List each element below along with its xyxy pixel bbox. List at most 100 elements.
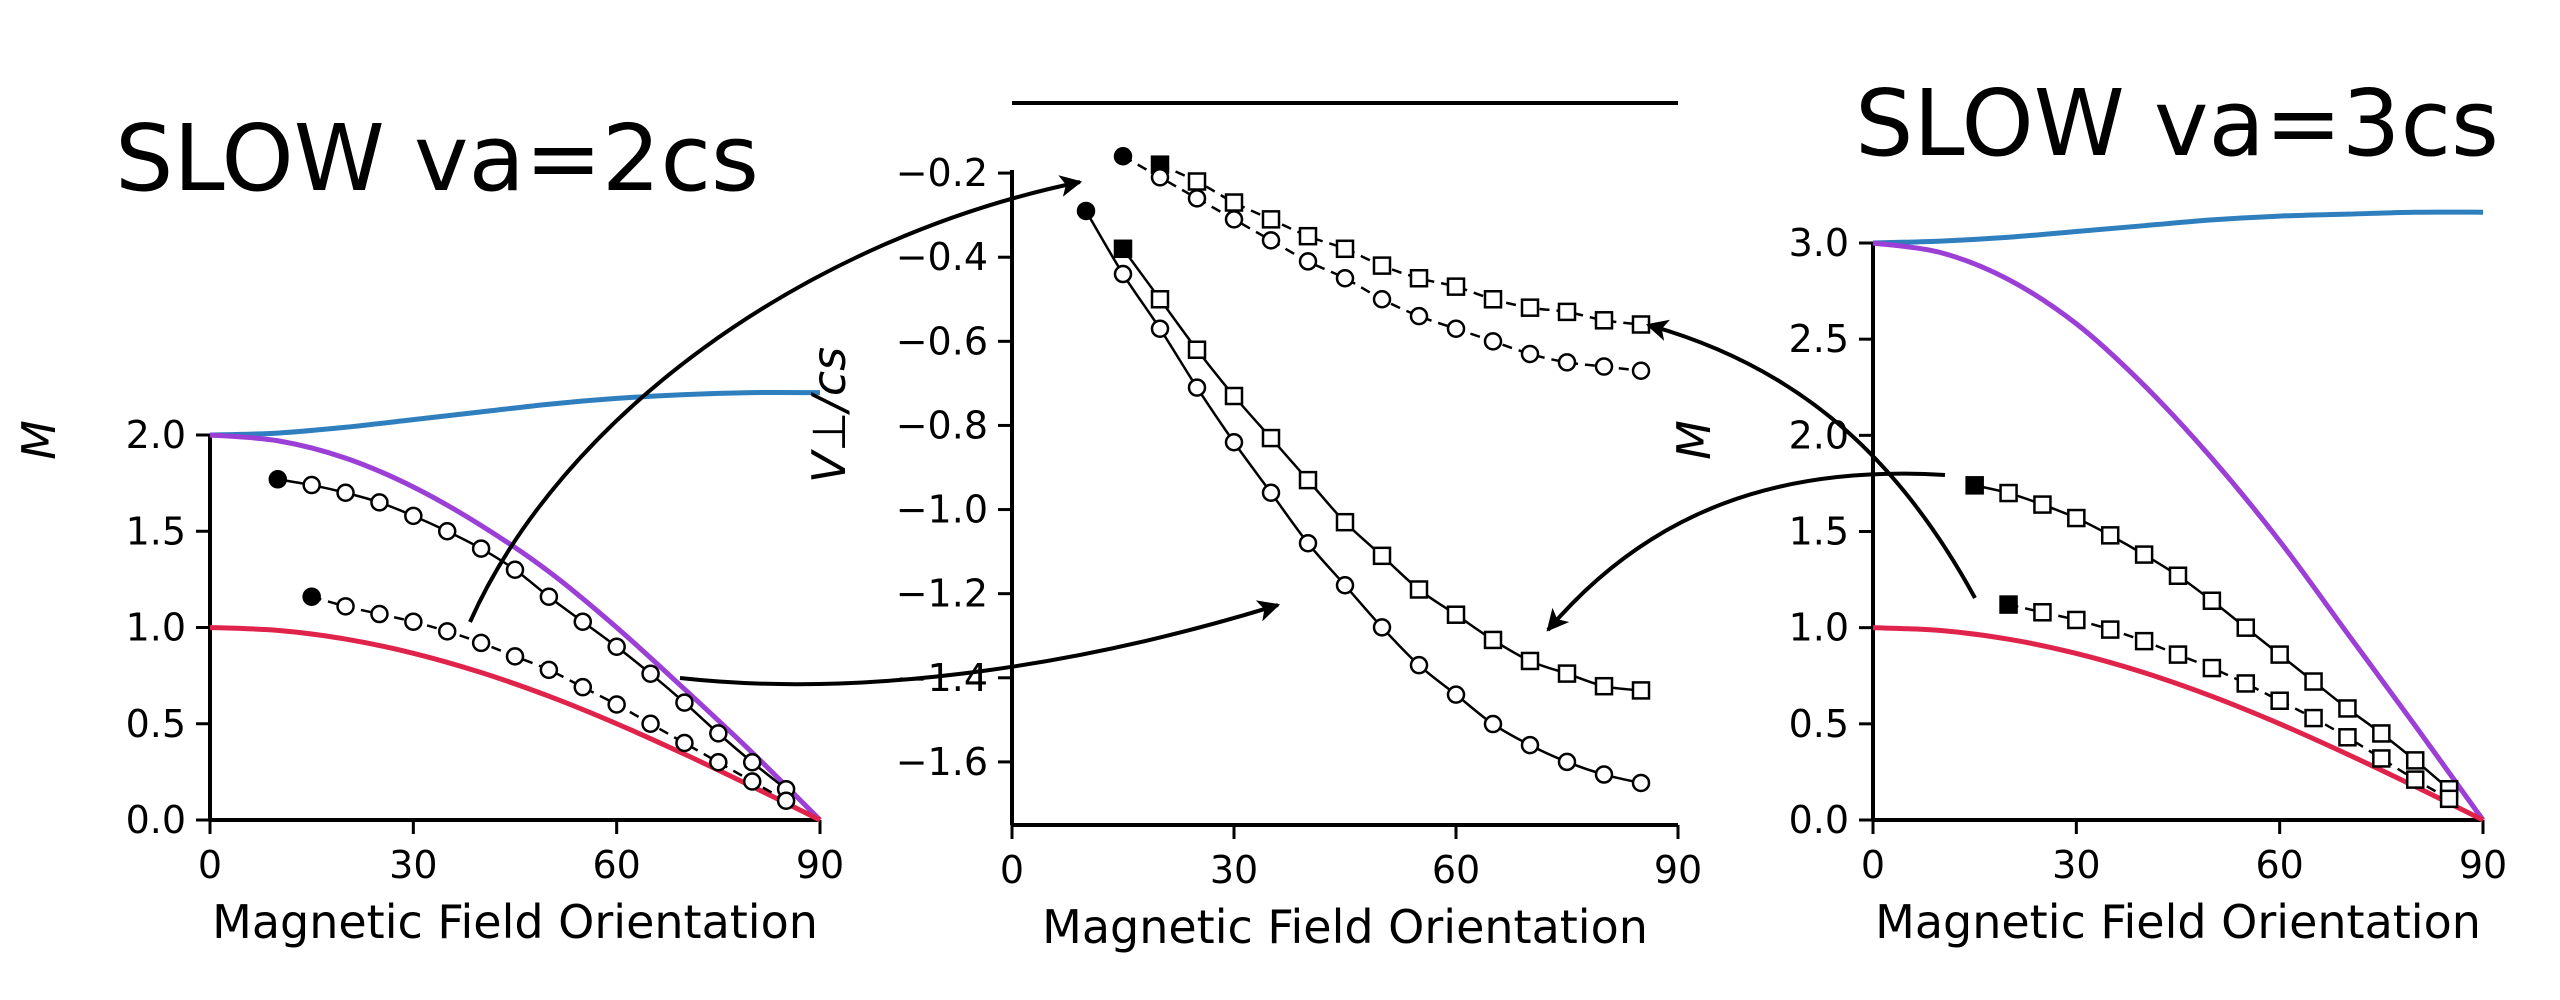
data-point	[1115, 148, 1131, 164]
data-point	[541, 589, 557, 605]
data-point	[2238, 675, 2254, 691]
data-point	[1633, 775, 1649, 791]
data-point	[1522, 653, 1538, 669]
data-point	[439, 623, 455, 639]
series-line	[278, 479, 786, 789]
data-point	[1559, 666, 1575, 682]
data-point	[710, 725, 726, 741]
data-point	[1633, 682, 1649, 698]
data-point	[371, 494, 387, 510]
data-point	[1300, 253, 1316, 269]
data-point	[2373, 725, 2389, 741]
data-point	[2102, 527, 2118, 543]
x-tick-label: 30	[389, 843, 437, 887]
x-tick-label: 0	[198, 843, 222, 887]
data-point	[338, 598, 354, 614]
data-point	[371, 606, 387, 622]
data-point	[1226, 211, 1242, 227]
y-tick-label: −0.4	[896, 235, 988, 279]
y-tick-label: −1.2	[896, 572, 988, 616]
y-tick-label: 0.0	[126, 798, 186, 842]
y-tick-label: 1.0	[1789, 606, 1849, 650]
y-axis-label: M	[12, 420, 66, 460]
data-point	[1189, 174, 1205, 190]
data-point	[2373, 750, 2389, 766]
data-point	[1522, 737, 1538, 753]
data-point	[744, 774, 760, 790]
theory-curve	[210, 393, 820, 435]
data-point	[1374, 258, 1390, 274]
series-line	[1160, 165, 1641, 325]
data-point	[1263, 485, 1279, 501]
data-point	[676, 695, 692, 711]
y-tick-label: 1.0	[126, 606, 186, 650]
data-point	[1374, 548, 1390, 564]
figure-canvas: SLOW va=2cs SLOW va=3cs 0 30 60 900.00.51.0…	[0, 0, 2560, 1000]
data-point	[1189, 190, 1205, 206]
x-tick-label: 0	[1861, 843, 1885, 887]
data-point	[2272, 693, 2288, 709]
x-axis-label: Magnetic Field Orientation	[212, 895, 818, 949]
y-tick-label: −0.8	[896, 403, 988, 447]
data-point	[2339, 729, 2355, 745]
data-point	[1226, 388, 1242, 404]
data-point	[2068, 612, 2084, 628]
data-point	[1559, 754, 1575, 770]
data-point	[2204, 593, 2220, 609]
x-tick-label: 60	[2255, 843, 2303, 887]
data-point	[473, 635, 489, 651]
data-point	[1374, 291, 1390, 307]
data-point	[2306, 710, 2322, 726]
data-point	[270, 471, 286, 487]
theory-curve	[1873, 212, 2483, 243]
data-point	[1485, 291, 1501, 307]
data-point	[643, 666, 659, 682]
left-panel-title: SLOW va=2cs	[115, 105, 759, 212]
data-point	[1633, 317, 1649, 333]
y-axis-label: V⊥/cs	[802, 347, 856, 483]
data-point	[1448, 607, 1464, 623]
data-point	[1300, 472, 1316, 488]
data-point	[1152, 169, 1168, 185]
x-tick-label: 60	[592, 843, 640, 887]
data-point	[1263, 430, 1279, 446]
y-tick-label: 2.0	[126, 413, 186, 457]
data-point	[1152, 321, 1168, 337]
data-point	[1559, 304, 1575, 320]
y-tick-label: 2.0	[1789, 413, 1849, 457]
x-tick-label: 60	[1432, 848, 1480, 892]
data-point	[405, 508, 421, 524]
data-point	[1152, 291, 1168, 307]
data-point	[1374, 619, 1390, 635]
right-panel-title: SLOW va=3cs	[1855, 70, 2499, 177]
data-point	[2306, 674, 2322, 690]
data-point	[1115, 241, 1131, 257]
arrow-right-solid-to-bottom	[1548, 474, 1945, 630]
data-point	[1522, 300, 1538, 316]
data-point	[2407, 752, 2423, 768]
annotation-arrows	[470, 182, 1975, 684]
data-point	[2001, 485, 2017, 501]
data-point	[1522, 346, 1538, 362]
y-tick-label: −0.6	[896, 319, 988, 363]
y-axis-label: M	[1667, 420, 1721, 460]
data-point	[507, 648, 523, 664]
data-point	[744, 754, 760, 770]
data-point	[2339, 700, 2355, 716]
data-point	[1596, 359, 1612, 375]
data-point	[1263, 211, 1279, 227]
data-point	[2170, 568, 2186, 584]
data-point	[778, 793, 794, 809]
data-point	[1485, 333, 1501, 349]
y-tick-label: −0.2	[896, 151, 988, 195]
data-point	[473, 541, 489, 557]
x-axis-label: Magnetic Field Orientation	[1042, 900, 1648, 954]
data-point	[1337, 270, 1353, 286]
data-point	[1967, 477, 1983, 493]
data-point	[1448, 321, 1464, 337]
data-point	[1337, 577, 1353, 593]
data-point	[2034, 497, 2050, 513]
data-point	[1226, 434, 1242, 450]
data-point	[1411, 657, 1427, 673]
data-point	[1115, 266, 1131, 282]
